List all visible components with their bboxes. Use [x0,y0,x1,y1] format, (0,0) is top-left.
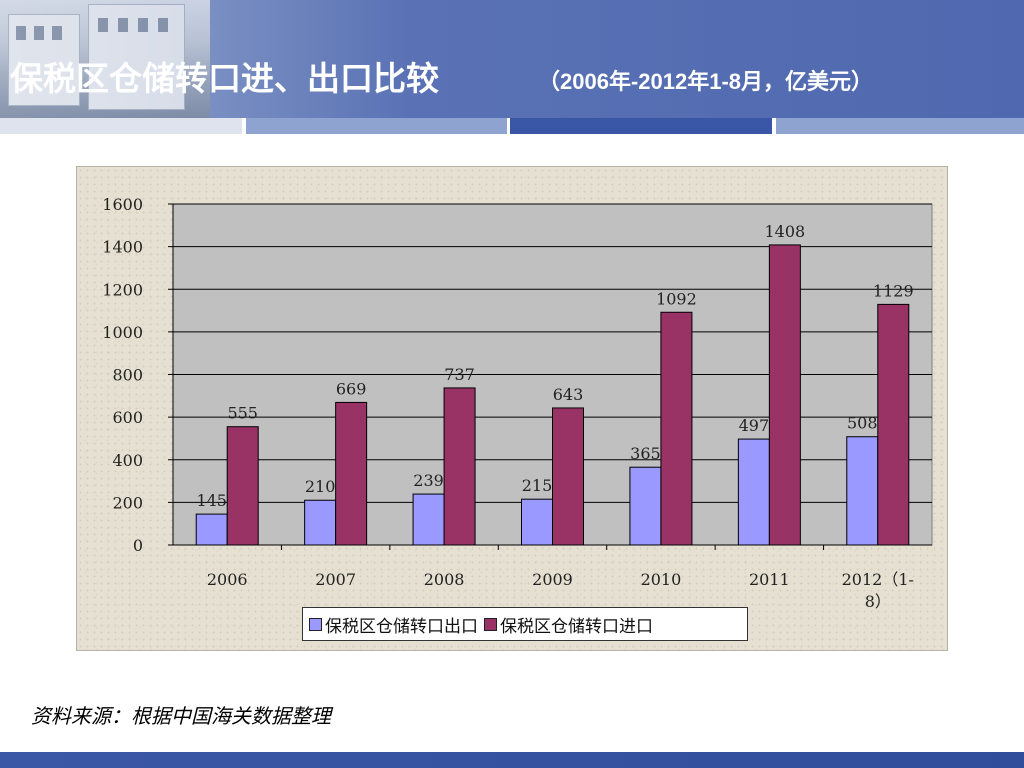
export-bar [846,436,879,546]
x-category-label: 2012（1- [842,570,914,589]
chart-legend: 保税区仓储转口出口 保税区仓储转口进口 [302,607,748,641]
page-subtitle: （2006年-2012年1-8月，亿美元） [538,69,874,94]
building-photo [0,0,210,118]
export-value-label: 365 [630,444,661,463]
x-category-label: 2010 [641,570,682,589]
legend-label: 保税区仓储转口进口 [500,616,653,637]
x-category-label: 2006 [207,570,248,589]
import-value-label: 1408 [764,222,805,241]
export-bar [412,493,445,546]
legend-swatch [309,617,322,631]
y-tick-label: 800 [112,366,143,385]
legend-item: 保税区仓储转口进口 [484,612,653,637]
chart-area: 0 200 400 600 800 1000 1200 1400 1600 145 555 2006 2… [76,166,948,651]
import-value-label: 1129 [873,281,914,300]
legend-label: 保税区仓储转口出口 [325,616,478,637]
x-category-label: 2008 [424,570,465,589]
export-bar [521,498,553,546]
footer-bar [0,752,1024,768]
export-bar [629,466,662,546]
page-title: 保税区仓储转口进、出口比较 [10,59,439,98]
x-category-label: 2007 [315,570,356,589]
x-category-label: 8） [865,592,891,611]
y-tick-label: 200 [112,493,143,512]
import-bar [660,311,693,546]
y-tick-label: 1000 [102,323,143,342]
bar-chart: 0 200 400 600 800 1000 1200 1400 1600 145 555 2006 2… [102,195,933,611]
legend-swatch [484,617,497,631]
y-tick-label: 1200 [102,280,143,299]
export-bar [195,513,228,546]
import-bar [335,401,368,546]
source-note: 资料来源：根据中国海关数据整理 [31,704,331,728]
import-bar [552,407,584,546]
y-tick-label: 600 [112,408,143,427]
export-value-label: 145 [196,491,227,510]
header-banner: 保税区仓储转口进、出口比较 （2006年-2012年1-8月，亿美元） [0,0,1024,118]
export-bar [737,438,770,546]
import-bar [226,426,259,546]
import-bar [877,303,910,546]
import-bar [768,244,801,546]
x-category-label: 2009 [532,570,573,589]
export-bar [304,499,337,546]
import-value-label: 643 [553,385,584,404]
import-value-label: 737 [444,365,475,384]
accent-strip [0,118,1024,134]
export-value-label: 210 [305,477,336,496]
import-value-label: 1092 [656,289,697,308]
export-value-label: 508 [847,414,878,433]
import-bar [443,387,476,546]
y-tick-label: 1400 [102,238,143,257]
import-value-label: 669 [336,379,367,398]
x-category-label: 2011 [749,570,790,589]
import-value-label: 555 [227,404,258,423]
legend-item: 保税区仓储转口出口 [309,612,478,637]
y-tick-label: 1600 [102,195,143,214]
y-tick-label: 0 [133,536,143,555]
export-value-label: 215 [522,476,553,495]
export-value-label: 239 [413,471,444,490]
export-value-label: 497 [739,416,770,435]
y-tick-label: 400 [112,451,143,470]
